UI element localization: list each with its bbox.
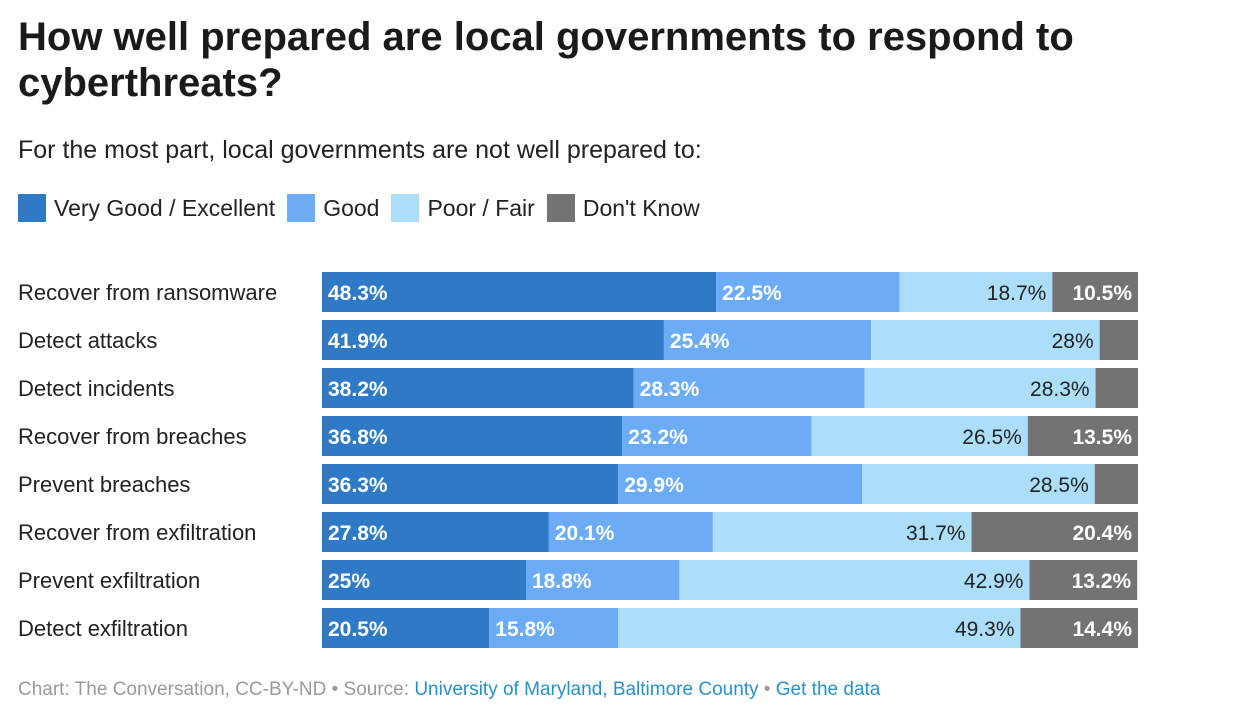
data-label-detect-attacks-good: 25.4%	[670, 330, 730, 353]
bar-detect-attacks-poor-fair	[871, 320, 1100, 360]
data-label-recover-from-ransomware-don-t-know: 10.5%	[1072, 282, 1132, 305]
legend-label-poor-fair: Poor / Fair	[427, 195, 535, 221]
chart-title: How well prepared are local governments …	[18, 15, 1074, 105]
bar-prevent-breaches-good	[618, 464, 863, 504]
bar-prevent-exfiltration-very-good-excellent	[322, 560, 526, 600]
data-label-prevent-breaches-poor-fair: 28.5%	[1029, 474, 1089, 497]
data-label-detect-incidents-good: 28.3%	[640, 378, 700, 401]
legend-label-good: Good	[323, 195, 380, 221]
footer-credit: Chart: The Conversation, CC-BY-ND • Sour…	[18, 679, 415, 700]
data-label-detect-incidents-very-good-excellent: 38.2%	[328, 378, 388, 401]
bar-recover-from-exfiltration-very-good-excellent	[322, 512, 549, 552]
bar-prevent-breaches-very-good-excellent	[322, 464, 619, 504]
legend-item-dont-know: Don't Know	[546, 192, 700, 224]
bar-detect-exfiltration-good	[489, 608, 619, 648]
legend-swatch-poor-fair	[391, 194, 420, 222]
category-label-prevent-exfiltration: Prevent exfiltration	[18, 568, 200, 593]
bar-prevent-exfiltration-good	[526, 560, 680, 600]
data-label-prevent-exfiltration-good: 18.8%	[532, 570, 592, 593]
category-label-recover-from-ransomware: Recover from ransomware	[18, 280, 277, 305]
bar-recover-from-breaches-good	[622, 416, 812, 456]
legend-swatch-dont-know	[546, 194, 575, 222]
bar-detect-attacks-very-good-excellent	[322, 320, 664, 360]
footer-separator: •	[758, 679, 776, 700]
legend-swatch-very-good	[18, 194, 46, 222]
data-label-prevent-exfiltration-very-good-excellent: 25%	[328, 570, 370, 593]
category-label-detect-attacks: Detect attacks	[18, 328, 157, 353]
data-label-detect-exfiltration-don-t-know: 14.4%	[1072, 618, 1132, 641]
bar-detect-attacks-don-t-know	[1099, 320, 1138, 360]
data-label-recover-from-ransomware-poor-fair: 18.7%	[987, 282, 1047, 305]
bar-detect-incidents-very-good-excellent	[322, 368, 634, 408]
bar-recover-from-ransomware-poor-fair	[899, 272, 1053, 312]
data-label-recover-from-exfiltration-don-t-know: 20.4%	[1072, 522, 1132, 545]
bar-detect-incidents-good	[633, 368, 865, 408]
bar-prevent-exfiltration-don-t-know	[1029, 560, 1138, 600]
data-label-recover-from-ransomware-very-good-excellent: 48.3%	[328, 282, 388, 305]
data-label-detect-attacks-poor-fair: 28%	[1052, 330, 1094, 353]
bar-detect-exfiltration-don-t-know	[1020, 608, 1138, 648]
data-label-prevent-exfiltration-don-t-know: 13.2%	[1072, 570, 1132, 593]
data-label-recover-from-exfiltration-very-good-excellent: 27.8%	[328, 522, 388, 545]
bar-recover-from-ransomware-very-good-excellent	[322, 272, 717, 312]
bar-recover-from-breaches-poor-fair	[811, 416, 1028, 456]
bar-recover-from-ransomware-don-t-know	[1052, 272, 1138, 312]
bar-prevent-exfiltration-poor-fair	[679, 560, 1030, 600]
category-label-recover-from-exfiltration: Recover from exfiltration	[18, 520, 256, 545]
legend-label-dont-know: Don't Know	[582, 195, 700, 221]
data-label-detect-attacks-very-good-excellent: 41.9%	[328, 330, 388, 353]
stacked-bar-chart: Recover from ransomware 48.3% 22.5% 18.7% 10…	[18, 272, 1138, 648]
data-label-recover-from-ransomware-good: 22.5%	[722, 282, 782, 305]
category-label-prevent-breaches: Prevent breaches	[18, 472, 190, 497]
legend-swatch-good	[287, 194, 316, 222]
category-label-detect-exfiltration: Detect exfiltration	[18, 616, 188, 641]
data-label-detect-exfiltration-poor-fair: 49.3%	[955, 618, 1015, 641]
legend-item-good: Good	[287, 192, 379, 224]
data-label-recover-from-breaches-very-good-excellent: 36.8%	[328, 426, 388, 449]
data-label-recover-from-exfiltration-good: 20.1%	[555, 522, 615, 545]
category-label-recover-from-breaches: Recover from breaches	[18, 424, 247, 449]
legend-item-very-good: Very Good / Excellent	[18, 192, 275, 224]
chart-subtitle: For the most part, local governments are…	[18, 136, 702, 164]
data-label-recover-from-breaches-poor-fair: 26.5%	[962, 426, 1022, 449]
bar-recover-from-breaches-don-t-know	[1027, 416, 1138, 456]
get-data-link[interactable]: Get the data	[775, 679, 881, 700]
chart-legend: Very Good / Excellent Good Poor / Fair D…	[18, 192, 712, 224]
data-label-recover-from-exfiltration-poor-fair: 31.7%	[906, 522, 966, 545]
bar-recover-from-ransomware-good	[716, 272, 900, 312]
data-label-prevent-breaches-good: 29.9%	[624, 474, 684, 497]
bar-recover-from-breaches-very-good-excellent	[322, 416, 623, 456]
chart-footer: Chart: The Conversation, CC-BY-ND • Sour…	[18, 676, 880, 704]
legend-label-very-good: Very Good / Excellent	[54, 195, 276, 221]
data-label-recover-from-breaches-good: 23.2%	[628, 426, 688, 449]
source-link[interactable]: University of Maryland, Baltimore County	[414, 679, 759, 700]
data-label-prevent-breaches-very-good-excellent: 36.3%	[328, 474, 388, 497]
legend-item-poor-fair: Poor / Fair	[391, 192, 535, 224]
data-label-detect-incidents-poor-fair: 28.3%	[1030, 378, 1090, 401]
bar-prevent-breaches-don-t-know	[1094, 464, 1138, 504]
bar-recover-from-exfiltration-poor-fair	[712, 512, 972, 552]
bar-prevent-breaches-poor-fair	[862, 464, 1095, 504]
data-label-detect-exfiltration-good: 15.8%	[495, 618, 555, 641]
data-label-prevent-exfiltration-poor-fair: 42.9%	[964, 570, 1024, 593]
bar-recover-from-exfiltration-good	[548, 512, 713, 552]
category-label-detect-incidents: Detect incidents	[18, 376, 175, 401]
data-label-recover-from-breaches-don-t-know: 13.5%	[1072, 426, 1132, 449]
bar-recover-from-exfiltration-don-t-know	[971, 512, 1138, 552]
bar-detect-attacks-good	[663, 320, 872, 360]
bar-detect-exfiltration-very-good-excellent	[322, 608, 490, 648]
bar-detect-incidents-poor-fair	[864, 368, 1096, 408]
data-label-detect-exfiltration-very-good-excellent: 20.5%	[328, 618, 388, 641]
bar-detect-incidents-don-t-know	[1095, 368, 1138, 408]
bar-detect-exfiltration-poor-fair	[618, 608, 1021, 648]
